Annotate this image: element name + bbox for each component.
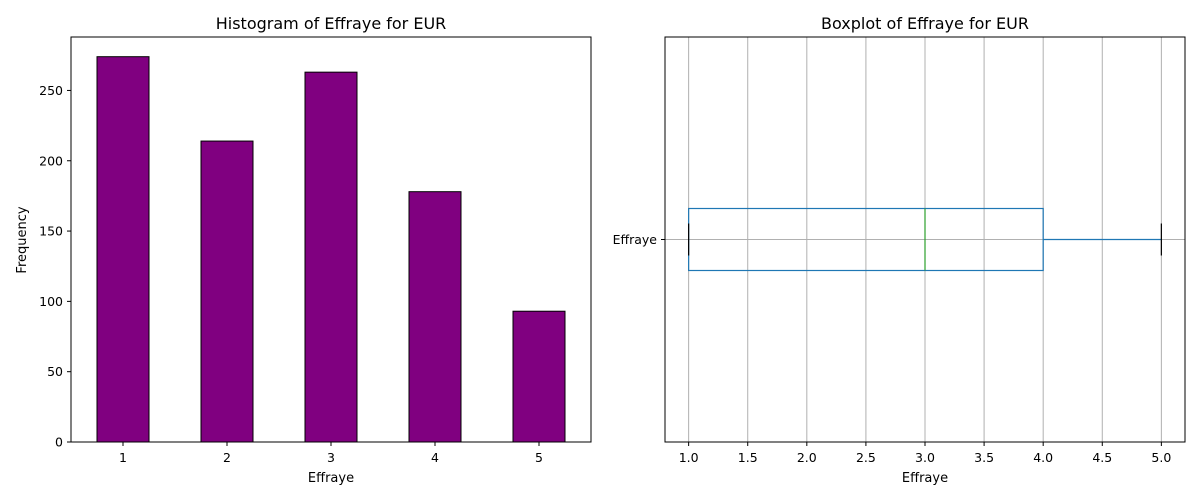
- histogram-y-ticks: 0 50 100 150 200 250: [39, 83, 71, 450]
- histogram-y-tick-label: 100: [39, 294, 63, 309]
- boxplot-x-tick-label: 3.0: [915, 450, 935, 465]
- histogram-x-tick-label: 1: [119, 450, 127, 465]
- boxplot-x-axis-label: Effraye: [902, 471, 948, 486]
- boxplot-x-tick-label: 2.5: [856, 450, 876, 465]
- boxplot-x-tick-label: 4.0: [1033, 450, 1053, 465]
- histogram-title: Histogram of Effraye for EUR: [216, 14, 447, 33]
- histogram-y-tick-label: 150: [39, 224, 63, 239]
- boxplot-x-tick-label: 1.0: [679, 450, 699, 465]
- histogram-x-tick-label: 5: [535, 450, 543, 465]
- histogram-y-tick-label: 200: [39, 153, 63, 168]
- histogram-y-tick-label: 250: [39, 83, 63, 98]
- boxplot-x-tick-label: 5.0: [1151, 450, 1171, 465]
- histogram-y-tick-label: 0: [55, 435, 63, 450]
- histogram-x-axis-label: Effraye: [308, 471, 354, 486]
- histogram-x-tick-label: 2: [223, 450, 231, 465]
- histogram-y-axis-label: Frequency: [15, 206, 30, 273]
- histogram-x-tick-label: 4: [431, 450, 439, 465]
- histogram-x-tick-label: 3: [327, 450, 335, 465]
- boxplot-x-tick-label: 4.5: [1092, 450, 1112, 465]
- histogram-bar: [200, 140, 254, 443]
- boxplot-title: Boxplot of Effraye for EUR: [821, 14, 1029, 33]
- histogram-bar: [512, 310, 566, 443]
- boxplot-panel: Boxplot of Effraye for EUR 1.0 1.5 2.0 2.5 3…: [613, 14, 1186, 486]
- histogram-bar: [96, 56, 150, 443]
- histogram-y-tick-label: 50: [47, 364, 63, 379]
- boxplot-y-tick-label: Effraye: [613, 232, 658, 247]
- boxplot-y-ticks: Effraye: [613, 232, 665, 247]
- histogram-panel: Histogram of Effraye for EUR 1 2 3 4 5 0 50 10…: [15, 14, 592, 486]
- boxplot-x-ticks: 1.0 1.5 2.0 2.5 3.0 3.5 4.0 4.5 5.0: [679, 442, 1171, 465]
- histogram-bar: [408, 191, 462, 443]
- boxplot-body: [688, 207, 1162, 272]
- histogram-bar: [304, 71, 358, 443]
- histogram-x-ticks: 1 2 3 4 5: [119, 442, 543, 465]
- boxplot-x-tick-label: 3.5: [974, 450, 994, 465]
- histogram-bars: [96, 56, 566, 443]
- boxplot-x-tick-label: 2.0: [797, 450, 817, 465]
- boxplot-x-tick-label: 1.5: [738, 450, 758, 465]
